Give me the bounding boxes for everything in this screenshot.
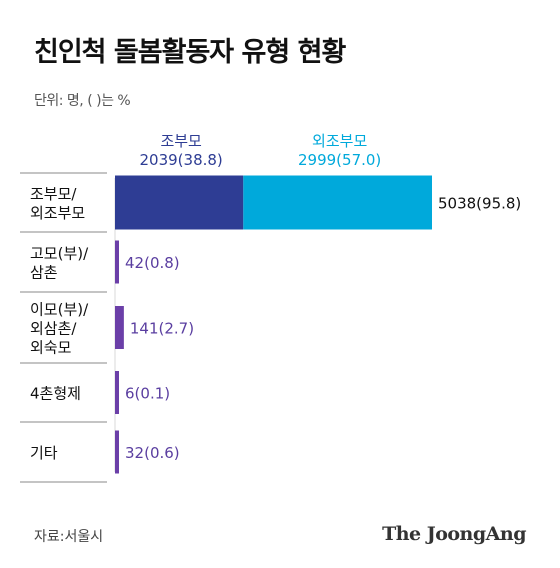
data-label: 32(0.6) — [125, 444, 180, 462]
bar-relatives — [115, 240, 119, 284]
data-label: 141(2.7) — [130, 320, 194, 338]
unit-note: 단위: 명, ( )는 % — [34, 93, 131, 109]
data-label: 5038(95.8) — [438, 195, 521, 213]
category-label: 조부모/외조부모 — [30, 185, 85, 222]
bar-relatives — [115, 430, 119, 474]
data-label: 6(0.1) — [125, 385, 170, 403]
legend-label-grandparents: 조부모 — [160, 132, 202, 150]
brand-logo: The JoongAng — [382, 523, 526, 545]
bar-maternal-grandparents — [243, 175, 432, 230]
legend-label-maternal-grandparents: 외조부모 — [312, 132, 367, 150]
category-label: 고모(부)/삼촌 — [30, 245, 89, 282]
chart-title: 친인척 돌봄활동자 유형 현황 — [34, 37, 346, 68]
legend-value-grandparents: 2039(38.8) — [140, 151, 223, 169]
source-note: 자료:서울시 — [34, 529, 104, 545]
category-label: 기타 — [30, 444, 58, 462]
category-label: 이모(부)/외삼촌/외숙모 — [30, 301, 89, 357]
bar-relatives — [115, 306, 124, 349]
legend-value-maternal-grandparents: 2999(57.0) — [298, 151, 381, 169]
category-label: 4촌형제 — [30, 385, 81, 403]
bar-relatives — [115, 371, 119, 414]
bar-grandparents — [115, 175, 244, 230]
data-label: 42(0.8) — [125, 254, 180, 272]
